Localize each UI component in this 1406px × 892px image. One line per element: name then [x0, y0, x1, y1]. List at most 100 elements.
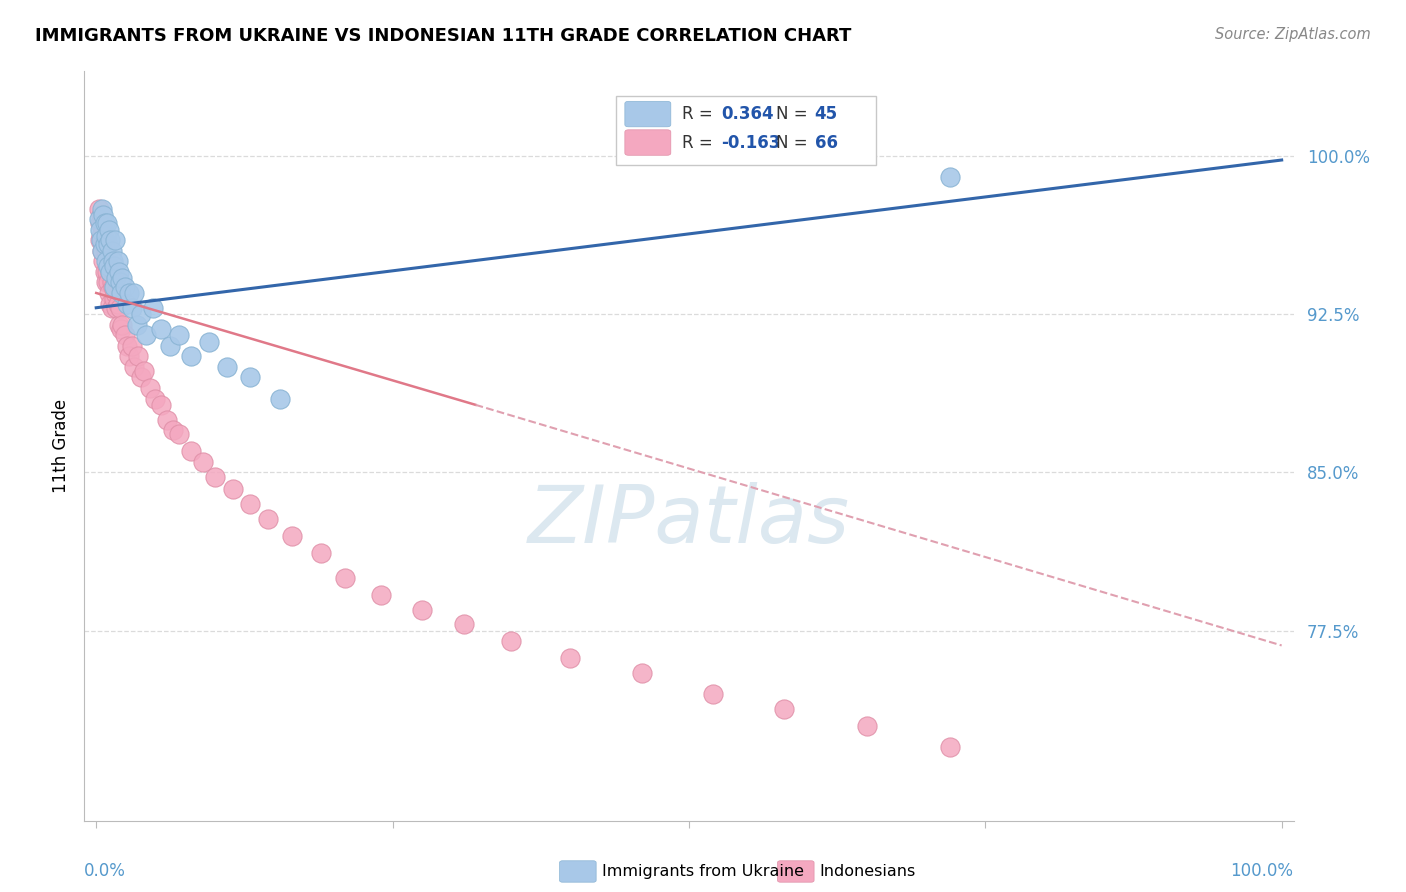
- Point: [87, 202, 110, 216]
- Point: [104, 285, 127, 300]
- Point: [702, 687, 724, 701]
- Point: [129, 307, 152, 321]
- Point: [89, 233, 111, 247]
- Point: [105, 301, 128, 315]
- Point: [105, 271, 128, 285]
- Point: [96, 216, 118, 230]
- Point: [938, 739, 960, 754]
- Point: [118, 285, 141, 300]
- Point: [115, 339, 138, 353]
- Point: [180, 444, 202, 458]
- Point: [96, 237, 118, 252]
- Point: [91, 244, 114, 258]
- Point: [150, 322, 173, 336]
- Text: 45: 45: [814, 105, 838, 123]
- Point: [100, 265, 122, 279]
- Point: [93, 265, 115, 279]
- Text: 0.364: 0.364: [721, 105, 775, 123]
- Point: [180, 349, 202, 363]
- Point: [89, 222, 111, 236]
- Point: [100, 244, 122, 258]
- Point: [162, 423, 184, 437]
- Text: IMMIGRANTS FROM UKRAINE VS INDONESIAN 11TH GRADE CORRELATION CHART: IMMIGRANTS FROM UKRAINE VS INDONESIAN 11…: [35, 27, 852, 45]
- Text: 66: 66: [814, 134, 838, 152]
- Point: [108, 276, 131, 290]
- Point: [91, 254, 114, 268]
- Point: [129, 370, 152, 384]
- Point: [239, 497, 262, 511]
- Point: [107, 265, 129, 279]
- Point: [91, 222, 114, 236]
- Point: [87, 212, 110, 227]
- Point: [100, 276, 122, 290]
- Point: [90, 229, 112, 244]
- Point: [215, 359, 238, 374]
- Text: 0.0%: 0.0%: [84, 862, 127, 880]
- Y-axis label: 11th Grade: 11th Grade: [52, 399, 70, 493]
- Text: N =: N =: [776, 105, 813, 123]
- Point: [125, 318, 148, 332]
- Point: [114, 328, 136, 343]
- Point: [110, 322, 132, 336]
- Point: [156, 412, 179, 426]
- Text: 100.0%: 100.0%: [1230, 862, 1294, 880]
- Point: [98, 259, 121, 273]
- FancyBboxPatch shape: [624, 102, 671, 127]
- Point: [167, 427, 190, 442]
- Point: [121, 339, 143, 353]
- Point: [91, 202, 114, 216]
- FancyBboxPatch shape: [616, 96, 876, 165]
- Point: [91, 216, 114, 230]
- Point: [453, 617, 475, 632]
- Point: [98, 222, 121, 236]
- Point: [191, 455, 214, 469]
- Point: [97, 237, 120, 252]
- Text: -0.163: -0.163: [721, 134, 780, 152]
- Point: [111, 271, 134, 285]
- Point: [118, 349, 141, 363]
- Point: [239, 370, 262, 384]
- Point: [204, 469, 226, 483]
- Point: [97, 276, 120, 290]
- Point: [94, 244, 117, 258]
- Point: [142, 301, 165, 315]
- Text: ZIPatlas: ZIPatlas: [527, 482, 851, 560]
- Point: [411, 602, 433, 616]
- Point: [138, 381, 160, 395]
- Point: [135, 328, 157, 343]
- Point: [132, 364, 155, 378]
- Text: Indonesians: Indonesians: [820, 864, 915, 879]
- Point: [89, 216, 111, 230]
- Point: [94, 229, 117, 244]
- Point: [100, 296, 122, 310]
- Point: [855, 719, 877, 733]
- Point: [122, 285, 145, 300]
- Point: [103, 259, 125, 273]
- Point: [100, 301, 122, 315]
- Point: [121, 301, 143, 315]
- Point: [97, 250, 120, 264]
- Point: [91, 244, 114, 258]
- Point: [103, 279, 125, 293]
- Text: R =: R =: [682, 105, 717, 123]
- Point: [93, 216, 115, 230]
- Point: [98, 285, 121, 300]
- Point: [107, 318, 129, 332]
- Point: [108, 301, 131, 315]
- Point: [257, 512, 280, 526]
- Point: [281, 529, 304, 543]
- Point: [90, 208, 112, 222]
- Point: [110, 285, 132, 300]
- Point: [94, 276, 117, 290]
- Point: [93, 233, 115, 247]
- Point: [938, 169, 960, 184]
- Point: [90, 233, 112, 247]
- Point: [103, 293, 125, 307]
- Point: [103, 265, 125, 279]
- Point: [311, 545, 333, 559]
- Point: [630, 665, 652, 680]
- Point: [122, 359, 145, 374]
- Point: [101, 279, 124, 293]
- Point: [100, 233, 122, 247]
- Point: [221, 483, 243, 497]
